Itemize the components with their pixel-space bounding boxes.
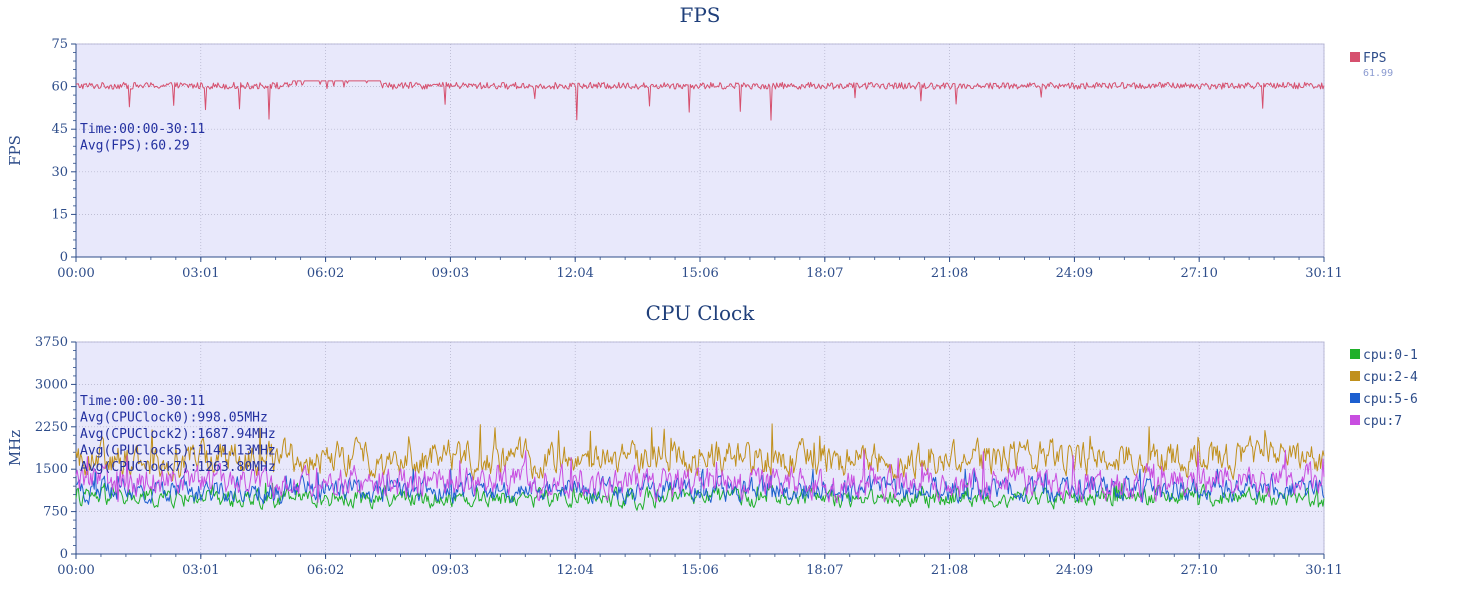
legend-label: cpu:5-6 xyxy=(1363,392,1418,407)
legend-value: 61.99 xyxy=(1363,68,1393,79)
x-tick-label: 00:00 xyxy=(57,563,94,578)
x-tick-label: 18:07 xyxy=(806,563,843,578)
x-tick-label: 24:09 xyxy=(1056,563,1093,578)
legend-label: FPS xyxy=(1363,51,1386,66)
legend-swatch xyxy=(1350,393,1360,403)
x-tick-label: 30:11 xyxy=(1305,563,1342,578)
y-tick-label: 1500 xyxy=(35,462,68,477)
x-tick-label: 06:02 xyxy=(307,266,344,281)
x-tick-label: 27:10 xyxy=(1180,563,1217,578)
x-tick-label: 18:07 xyxy=(806,266,843,281)
x-tick-label: 09:03 xyxy=(432,266,469,281)
x-tick-label: 03:01 xyxy=(182,266,219,281)
series-line-fps xyxy=(75,80,1325,121)
x-tick-label: 03:01 xyxy=(182,563,219,578)
annotation-line: Avg(CPUClock0):998.05MHz xyxy=(80,411,268,426)
x-tick-label: 27:10 xyxy=(1180,266,1217,281)
x-tick-label: 21:08 xyxy=(931,563,968,578)
x-tick-label: 00:00 xyxy=(57,266,94,281)
annotation-line: Time:00:00-30:11 xyxy=(80,394,205,409)
annotation-line: Avg(CPUClock7):1263.80MHz xyxy=(80,460,276,475)
x-tick-label: 21:08 xyxy=(931,266,968,281)
y-axis-label: MHz xyxy=(6,430,24,466)
series-line-cpu-5-6 xyxy=(75,468,1325,505)
series-line-cpu-2-4 xyxy=(75,423,1325,482)
x-tick-label: 06:02 xyxy=(307,563,344,578)
y-tick-label: 75 xyxy=(51,37,68,52)
y-tick-label: 750 xyxy=(43,505,68,520)
legend-swatch xyxy=(1350,349,1360,359)
legend-label: cpu:0-1 xyxy=(1363,348,1418,363)
chart-cpu-clock: CPU Clock 0 750 1500 2250 3000 3750 00:00 03:01 0… xyxy=(6,301,1418,578)
legend-label: cpu:2-4 xyxy=(1363,370,1418,385)
x-tick-label: 15:06 xyxy=(681,563,718,578)
y-tick-label: 3750 xyxy=(35,335,68,350)
annotation-line: Avg(CPUClock2):1687.94MHz xyxy=(80,427,276,442)
chart-fps: FPS 0 15 30 45 60 75 00:00 03:01 06:02 09:03 12:04 1… xyxy=(6,3,1393,281)
x-tick-label: 12:04 xyxy=(556,266,593,281)
legend-swatch xyxy=(1350,371,1360,381)
annotation-line: Time:00:00-30:11 xyxy=(80,122,205,137)
x-tick-label: 09:03 xyxy=(432,563,469,578)
annotation-line: Avg(FPS):60.29 xyxy=(80,139,190,154)
chart-title: CPU Clock xyxy=(646,301,756,325)
y-tick-label: 60 xyxy=(51,80,68,95)
y-tick-label: 30 xyxy=(51,165,68,180)
y-tick-label: 0 xyxy=(60,250,68,265)
x-tick-label: 12:04 xyxy=(556,563,593,578)
legend-swatch xyxy=(1350,415,1360,425)
series-line-cpu-7 xyxy=(75,449,1325,504)
annotation-line: Avg(CPUClock5):1141.13MHz xyxy=(80,444,276,459)
y-tick-label: 0 xyxy=(60,547,68,562)
y-tick-label: 2250 xyxy=(35,420,68,435)
legend-swatch xyxy=(1350,52,1360,62)
plot-area xyxy=(75,43,1325,258)
chart-title: FPS xyxy=(679,3,720,27)
x-tick-label: 24:09 xyxy=(1056,266,1093,281)
y-tick-label: 15 xyxy=(51,207,68,222)
y-tick-label: 3000 xyxy=(35,377,68,392)
legend-label: cpu:7 xyxy=(1363,414,1402,429)
y-tick-label: 45 xyxy=(51,122,68,137)
x-tick-label: 15:06 xyxy=(681,266,718,281)
y-axis-label: FPS xyxy=(6,135,24,166)
x-tick-label: 30:11 xyxy=(1305,266,1342,281)
